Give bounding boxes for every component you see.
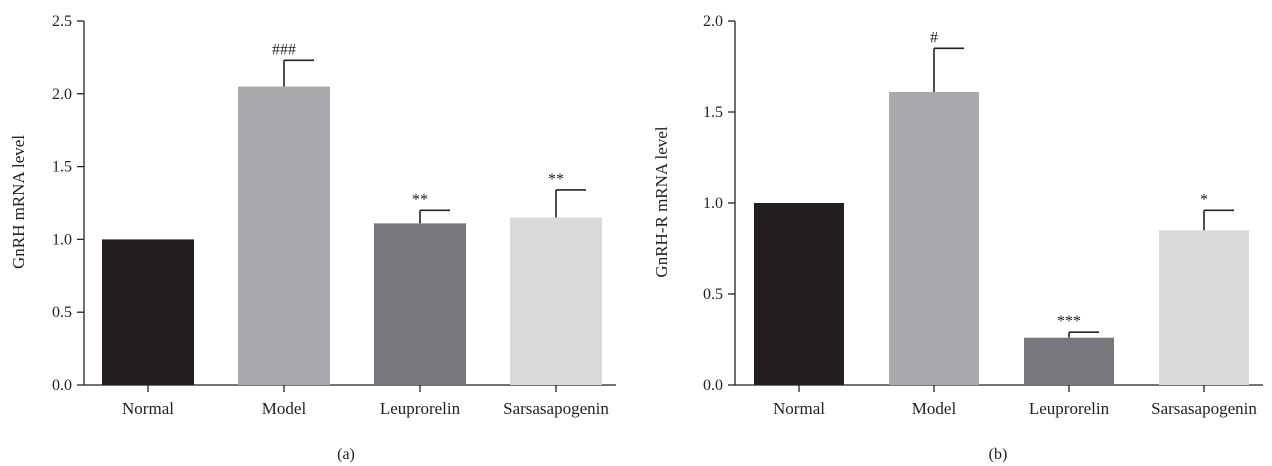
x-tick-label: Sarsasapogenin [503, 399, 609, 418]
bar-normal [754, 203, 844, 385]
panel-label: (b) [989, 446, 1008, 463]
x-tick-label: Model [912, 399, 957, 418]
bar-sarsasapogenin [510, 217, 602, 385]
x-tick-label: Normal [122, 399, 174, 418]
x-tick-label: Sarsasapogenin [1151, 399, 1257, 418]
significance-label: *** [1057, 313, 1081, 330]
significance-label: # [930, 29, 938, 46]
x-tick-label: Model [262, 399, 307, 418]
bar-leuprorelin [374, 223, 466, 385]
x-tick-label: Leuprorelin [380, 399, 461, 418]
x-tick-label: Normal [773, 399, 825, 418]
y-tick-label: 0.0 [52, 377, 72, 394]
significance-label: ** [548, 171, 564, 188]
bar-normal [102, 239, 194, 385]
y-tick-label: 2.0 [703, 13, 723, 30]
y-axis-title: GnRH mRNA level [9, 135, 28, 269]
y-tick-label: 0.5 [52, 304, 72, 321]
significance-label: * [1200, 191, 1208, 208]
y-tick-label: 1.5 [52, 159, 72, 176]
significance-label: ### [272, 41, 296, 58]
bar-sarsasapogenin [1159, 230, 1249, 385]
y-tick-label: 2.0 [52, 86, 72, 103]
y-tick-label: 1.0 [703, 195, 723, 212]
y-tick-label: 2.5 [52, 13, 72, 30]
y-tick-label: 1.5 [703, 104, 723, 121]
chart-panel-b: 0.0 0.5 1.0 1.5 2.0 GnRH-R mRNA level Normal Mo… [652, 13, 1263, 463]
y-tick-label: 1.0 [52, 231, 72, 248]
bar-model [889, 91, 979, 385]
significance-label: ** [412, 191, 428, 208]
bar-leuprorelin [1024, 337, 1114, 385]
y-tick-label: 0.5 [703, 286, 723, 303]
y-axis-title: GnRH-R mRNA level [652, 126, 671, 277]
chart-panel-a: 0.0 0.5 1.0 1.5 2.0 2.5 GnRH mRNA level Normal M… [9, 13, 616, 463]
y-tick-label: 0.0 [703, 377, 723, 394]
panel-label: (a) [337, 446, 355, 463]
bar-model [238, 86, 330, 386]
x-tick-label: Leuprorelin [1029, 399, 1110, 418]
